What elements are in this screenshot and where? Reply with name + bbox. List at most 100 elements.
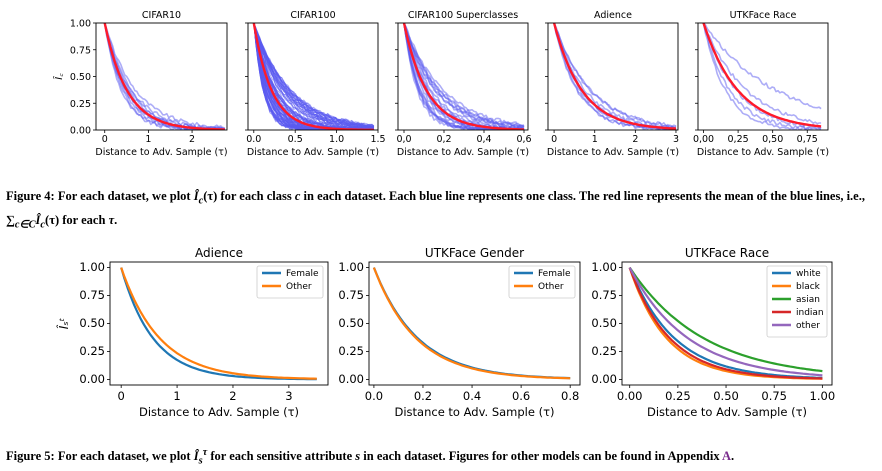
- mean-line: [402, 23, 525, 130]
- legend-label: Female: [286, 269, 319, 279]
- class-line: [403, 23, 525, 130]
- y-tick-label: 0.75: [591, 288, 617, 302]
- class-line: [403, 23, 525, 130]
- legend-label: Female: [538, 269, 571, 279]
- plot-area: [628, 266, 823, 380]
- mean-line: [702, 23, 822, 128]
- x-axis-label: Distance to Adv. Sample (τ): [547, 147, 679, 158]
- class-line: [253, 23, 375, 128]
- chart-panel-6: UTKFace Gender Female Other 0.0 0.2 0.4 0.6 0.8…: [338, 246, 581, 419]
- class-line: [403, 23, 524, 130]
- class-line: [103, 23, 225, 130]
- series-line-asian: [628, 266, 823, 373]
- x-tick-label: 0,25: [728, 134, 749, 145]
- x-tick-label: 0,75: [797, 134, 818, 145]
- chart-panel-7: UTKFace Race white black asian indian other 0.…: [591, 246, 835, 419]
- x-tick-label: 0.0: [365, 389, 383, 403]
- x-axis-label: Distance to Adv. Sample (τ): [95, 147, 227, 158]
- legend: Female Other: [256, 265, 324, 299]
- x-tick-label: 1: [145, 134, 151, 145]
- y-tick-label: 0.25: [338, 344, 364, 358]
- x-tick-label: 0: [102, 134, 108, 145]
- x-tick-label: 0,0: [396, 134, 411, 145]
- plot-area: [103, 23, 226, 130]
- x-tick-label: 0: [551, 134, 557, 145]
- y-tick-label: 1.00: [70, 19, 91, 30]
- x-axis-label: Distance to Adv. Sample (τ): [397, 147, 529, 158]
- legend: Female Other: [508, 265, 576, 299]
- chart-title: UTKFace Gender: [425, 246, 524, 260]
- legend-label: other: [796, 321, 820, 331]
- chart-panel-2: CIFAR100 Superclasses 0,0 0,2 0,4 0,6 Distanc…: [395, 10, 532, 158]
- class-line: [702, 23, 822, 110]
- x-tick-label: 0.75: [761, 389, 787, 403]
- class-line: [702, 23, 822, 125]
- y-tick-label: 0.25: [591, 344, 617, 358]
- y-tick-label: 0.00: [591, 372, 617, 386]
- plot-area: [120, 267, 317, 381]
- x-axis-label: Distance to Adv. Sample (τ): [139, 405, 299, 419]
- chart-title: Adience: [594, 10, 632, 21]
- y-tick-label: 0.00: [70, 126, 91, 137]
- legend: white black asian indian other: [766, 265, 828, 338]
- x-tick-label: 0,00: [693, 134, 714, 145]
- y-tick-label: 0.75: [79, 288, 105, 302]
- y-tick-label: 0.25: [79, 344, 105, 358]
- appendix-link[interactable]: A: [722, 449, 732, 464]
- chart-title: CIFAR100 Superclasses: [408, 10, 518, 21]
- x-tick-label: 2: [229, 389, 236, 403]
- x-axis-label: Distance to Adv. Sample (τ): [247, 147, 379, 158]
- x-tick-label: 3: [285, 389, 292, 403]
- axes-frame: [547, 22, 679, 131]
- x-tick-label: 2: [189, 134, 195, 145]
- y-tick-label: 0.75: [338, 288, 364, 302]
- series-line-other: [372, 267, 571, 380]
- x-tick-label: 1: [173, 389, 180, 403]
- y-tick-label: 0.50: [338, 316, 364, 330]
- series-line-other: [120, 267, 317, 380]
- class-line: [702, 23, 822, 130]
- class-line: [702, 23, 822, 130]
- x-tick-label: 0.0: [246, 134, 261, 145]
- class-line: [253, 23, 375, 130]
- y-tick-label: 0.75: [70, 45, 91, 56]
- plot-area: [252, 23, 375, 130]
- class-line: [253, 23, 374, 130]
- class-line: [253, 23, 374, 130]
- x-tick-label: 1.0: [329, 134, 344, 145]
- class-line: [103, 23, 226, 130]
- x-tick-label: 0.00: [617, 389, 643, 403]
- legend-label: black: [796, 282, 821, 292]
- y-tick-label: 0.50: [70, 72, 91, 83]
- x-tick-label: 1: [592, 134, 598, 145]
- x-tick-label: 0,50: [762, 134, 783, 145]
- legend-label: asian: [796, 295, 820, 305]
- y-tick-label: 0.25: [70, 99, 91, 110]
- x-tick-label: 1.5: [370, 134, 385, 145]
- series-line-indian: [628, 267, 823, 380]
- plot-area: [402, 23, 525, 130]
- chart-title: Adience: [195, 246, 243, 260]
- plot-area: [552, 23, 677, 130]
- legend-label: Other: [286, 282, 312, 292]
- x-tick-label: 0,6: [516, 134, 531, 145]
- chart-title: UTKFace Race: [685, 246, 769, 260]
- x-axis-label: Distance to Adv. Sample (τ): [697, 147, 829, 158]
- x-tick-label: 2: [632, 134, 638, 145]
- x-tick-label: 1.00: [810, 389, 836, 403]
- x-tick-label: 0.5: [288, 134, 303, 145]
- chart-panel-5: Adience Female Other 0 1 2 3 0.00 0.25 0.50 0.75 1.…: [56, 246, 329, 419]
- y-tick-label: 1.00: [591, 260, 617, 274]
- x-tick-label: 0.4: [463, 389, 481, 403]
- y-tick-label: 0.50: [591, 316, 617, 330]
- y-tick-label: 0.00: [79, 372, 105, 386]
- y-tick-label: 1.00: [79, 260, 105, 274]
- class-line: [403, 23, 525, 128]
- chart-panel-3: Adience 0 1 2 3 Distance to Adv. Sample (τ): [545, 10, 679, 158]
- x-tick-label: 3: [673, 134, 679, 145]
- x-tick-label: 0.25: [665, 389, 691, 403]
- y-axis-label: Î꜀: [52, 73, 65, 80]
- class-line: [253, 23, 375, 128]
- class-line: [553, 23, 677, 128]
